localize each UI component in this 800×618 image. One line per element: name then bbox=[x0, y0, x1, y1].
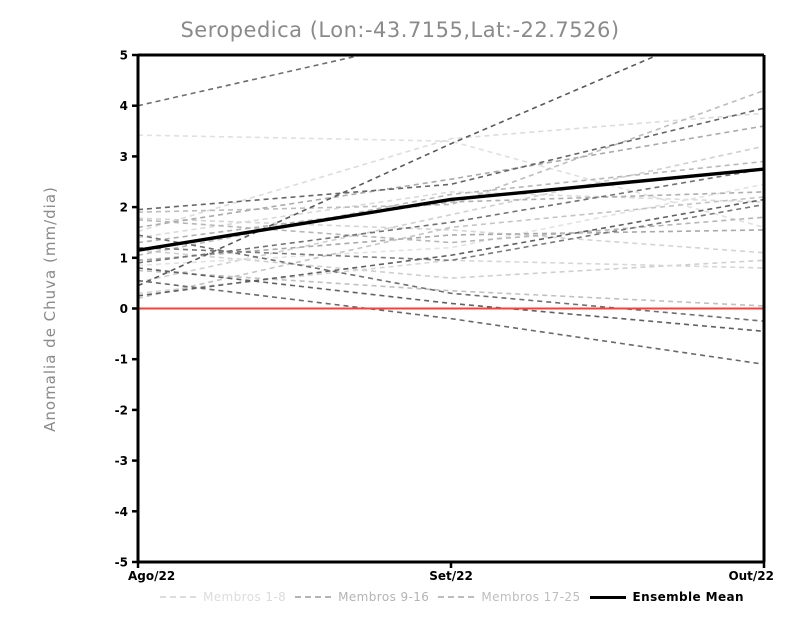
chart-legend: Membros 1-8 Membros 9-16 Membros 17-25 Ense… bbox=[138, 586, 764, 608]
x-tick-label: Ago/22 bbox=[128, 569, 175, 583]
series-line bbox=[138, 191, 764, 244]
series-line bbox=[138, 234, 764, 322]
series-line bbox=[138, 112, 764, 233]
legend-label: Membros 17-25 bbox=[481, 590, 581, 604]
series-line bbox=[138, 203, 764, 262]
x-tick-label: Out/22 bbox=[728, 569, 774, 583]
y-tick-label: 1 bbox=[120, 251, 128, 265]
legend-item[interactable]: Membros 17-25 bbox=[438, 590, 580, 604]
series-line bbox=[138, 229, 764, 262]
legend-item[interactable]: Membros 9-16 bbox=[295, 590, 429, 604]
series-line bbox=[138, 216, 764, 244]
series-line bbox=[138, 125, 764, 229]
legend-label: Membros 9-16 bbox=[338, 590, 430, 604]
x-axis-ticks: Ago/22 Set/22 Out/22 bbox=[128, 562, 774, 583]
legend-swatch-icon bbox=[438, 596, 475, 598]
series-line bbox=[138, 217, 764, 254]
legend-swatch-icon bbox=[160, 596, 196, 598]
series-line bbox=[138, 191, 764, 239]
y-tick-label: 5 bbox=[120, 49, 128, 63]
y-tick-label: -2 bbox=[115, 403, 128, 417]
legend-item[interactable]: Membros 1-8 bbox=[160, 590, 286, 604]
legend-label: Ensemble Mean bbox=[632, 590, 744, 604]
series-group bbox=[138, 55, 764, 366]
y-tick-label: -5 bbox=[115, 556, 128, 570]
legend-label: Membros 1-8 bbox=[203, 590, 287, 604]
y-tick-label: -1 bbox=[115, 353, 128, 367]
chart-title: Seropedica (Lon:-43.7155,Lat:-22.7526) bbox=[180, 18, 620, 42]
y-tick-label: 2 bbox=[120, 201, 128, 215]
legend-item[interactable]: Ensemble Mean bbox=[589, 590, 744, 604]
series-line bbox=[138, 145, 764, 283]
y-axis-ticks: 5 4 3 2 1 0 -1 -2 -3 -4 -5 bbox=[115, 49, 138, 570]
ensemble-mean-line bbox=[138, 167, 764, 252]
series-line bbox=[138, 279, 764, 366]
y-tick-label: -4 bbox=[115, 505, 128, 519]
series-line bbox=[138, 160, 764, 257]
series-line bbox=[138, 198, 764, 297]
series-line bbox=[138, 168, 764, 264]
series-line bbox=[138, 89, 764, 213]
y-tick-label: 3 bbox=[120, 150, 128, 164]
y-tick-label: 0 bbox=[120, 302, 128, 316]
series-line bbox=[138, 183, 764, 267]
series-line bbox=[138, 55, 660, 287]
x-tick-label: Set/22 bbox=[429, 569, 473, 583]
series-line bbox=[138, 55, 366, 107]
series-line bbox=[138, 269, 764, 307]
series-line bbox=[138, 249, 764, 279]
series-line bbox=[138, 259, 764, 295]
series-line bbox=[138, 267, 764, 333]
legend-swatch-icon bbox=[589, 595, 626, 599]
legend-swatch-icon bbox=[295, 596, 332, 598]
y-tick-label: -3 bbox=[115, 454, 128, 468]
y-tick-label: 4 bbox=[120, 99, 128, 113]
